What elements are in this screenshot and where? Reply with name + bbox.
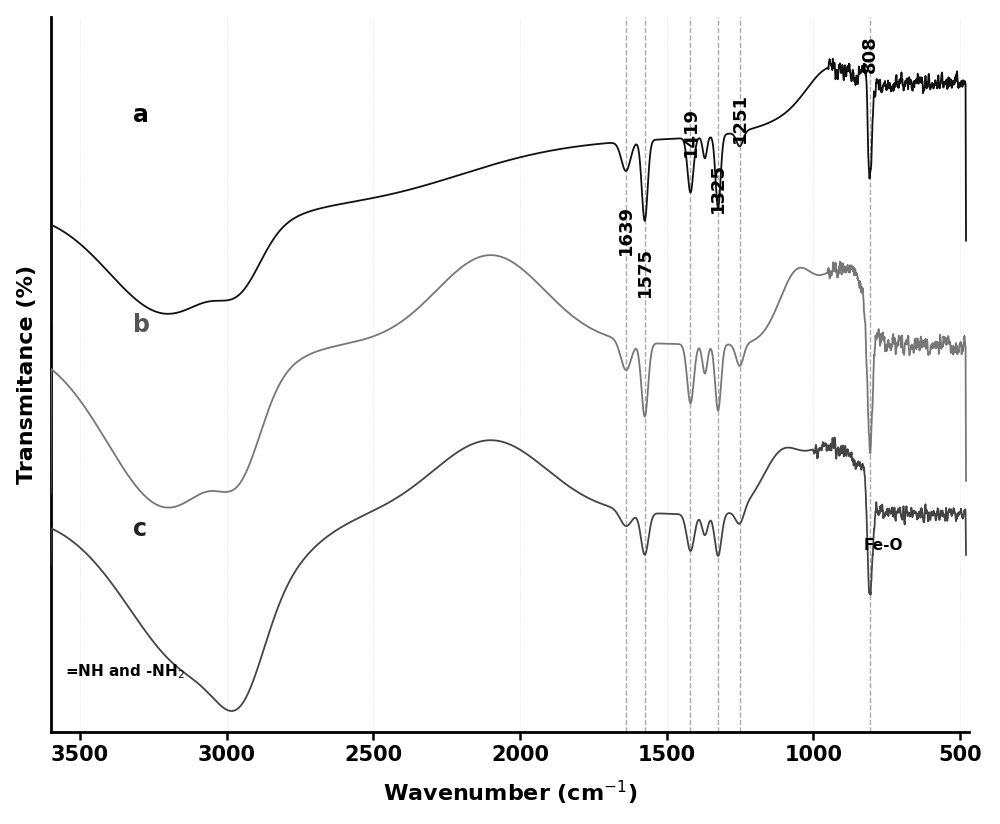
Text: 808: 808 — [861, 35, 879, 73]
Text: Fe-O: Fe-O — [863, 538, 903, 553]
Y-axis label: Transmitance (%): Transmitance (%) — [17, 265, 37, 484]
Text: 1639: 1639 — [617, 205, 635, 255]
Text: =NH and -NH$_2$: =NH and -NH$_2$ — [65, 662, 185, 681]
Text: b: b — [133, 313, 150, 337]
Text: c: c — [133, 517, 147, 541]
Text: 1251: 1251 — [731, 93, 749, 143]
Text: 1419: 1419 — [681, 107, 699, 157]
Text: 1575: 1575 — [636, 247, 654, 297]
Text: 1325: 1325 — [709, 163, 727, 213]
Text: a: a — [133, 103, 149, 127]
X-axis label: Wavenumber (cm$^{-1}$): Wavenumber (cm$^{-1}$) — [383, 780, 637, 808]
